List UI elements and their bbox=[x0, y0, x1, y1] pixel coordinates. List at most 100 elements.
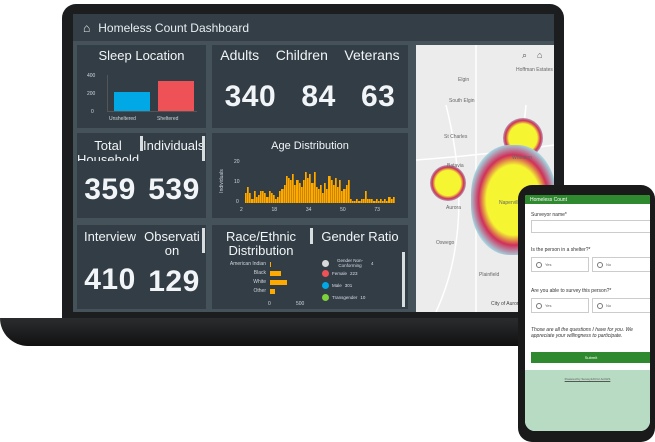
shelter-no-radio[interactable]: No bbox=[592, 257, 650, 272]
sleep-location-panel: Sleep Location 400 200 0 Unsheltered She… bbox=[77, 45, 206, 128]
race-gender-panel: Race/Ethnic Distribution Gender Ratio Am… bbox=[212, 225, 408, 309]
age-bar bbox=[268, 190, 271, 203]
shelter-yes-radio[interactable]: Yes bbox=[531, 257, 589, 272]
footer: Powered by Survey123 for ArcGIS bbox=[525, 370, 650, 431]
children-value: 84 bbox=[301, 80, 336, 113]
scrollbar[interactable] bbox=[140, 136, 143, 151]
households-panel: Total Household Individuals 359 539 bbox=[77, 133, 206, 218]
sleep-bar bbox=[114, 91, 150, 111]
adults-value: 340 bbox=[224, 80, 277, 113]
observation-label: Observation bbox=[144, 230, 200, 258]
adults-label: Adults bbox=[220, 47, 260, 63]
individuals-label: Individuals bbox=[143, 139, 203, 153]
age-bar bbox=[373, 200, 376, 203]
gender-label: Male bbox=[332, 283, 342, 288]
y-axis-label: Individuals bbox=[218, 169, 225, 193]
race-bar bbox=[270, 271, 282, 276]
age-bar bbox=[382, 200, 385, 203]
age-bar bbox=[324, 182, 327, 203]
age-bar bbox=[298, 182, 301, 203]
race-bar bbox=[270, 280, 287, 285]
age-bar bbox=[377, 200, 380, 203]
age-bar bbox=[358, 200, 361, 203]
age-bar bbox=[302, 180, 305, 203]
age-bar bbox=[255, 196, 258, 203]
scrollbar[interactable] bbox=[202, 228, 205, 253]
search-icon[interactable]: ⌕ bbox=[522, 50, 528, 60]
surveyor-name-input[interactable] bbox=[531, 220, 650, 233]
gender-value: 10 bbox=[360, 295, 366, 300]
age-bar bbox=[379, 198, 382, 203]
map-label: South Elgin bbox=[449, 98, 475, 104]
age-bar bbox=[289, 180, 293, 203]
scrollbar[interactable] bbox=[402, 252, 405, 307]
age-bar bbox=[277, 196, 280, 203]
age-bar bbox=[245, 192, 248, 203]
survey-yes-radio[interactable]: Yes bbox=[531, 298, 589, 313]
age-bar bbox=[249, 192, 252, 203]
age-bar bbox=[317, 188, 320, 203]
scrollbar[interactable] bbox=[310, 228, 313, 244]
individuals-value: 539 bbox=[148, 173, 200, 206]
closing-text: Those are all the questions I have for y… bbox=[531, 327, 633, 339]
age-bar bbox=[345, 184, 348, 203]
heat-cluster bbox=[430, 165, 466, 201]
race-title: Race/Ethnic Distribution bbox=[225, 229, 297, 258]
x-tick: 500 bbox=[296, 301, 305, 307]
home-icon[interactable]: ⌂ bbox=[537, 50, 543, 60]
age-bar bbox=[283, 184, 286, 203]
households-value: 359 bbox=[84, 173, 136, 206]
map-label: Hoffman Estates bbox=[516, 67, 553, 73]
veterans-label: Veterans bbox=[344, 47, 400, 63]
age-bar bbox=[307, 178, 310, 203]
gender-value: 4 bbox=[371, 260, 374, 266]
age-bar bbox=[334, 178, 338, 203]
survey-no-radio[interactable]: No bbox=[592, 298, 650, 313]
panel-title: Sleep Location bbox=[98, 48, 185, 63]
map-label: Oswego bbox=[436, 240, 455, 246]
race-label: American Indian bbox=[229, 261, 266, 267]
question-label: Is the person in a shelter?* bbox=[531, 247, 591, 253]
age-bar bbox=[326, 188, 329, 203]
age-bar bbox=[375, 198, 378, 203]
age-bar bbox=[272, 194, 275, 203]
phone-device: Homeless Count Surveyor name* Is the per… bbox=[518, 185, 655, 442]
age-bar bbox=[364, 190, 368, 203]
submit-button[interactable]: Submit bbox=[531, 352, 650, 363]
interview-label: Interview bbox=[83, 229, 137, 244]
interview-value: 410 bbox=[84, 263, 136, 296]
age-bar bbox=[337, 186, 340, 203]
laptop-base bbox=[0, 318, 582, 346]
map-label: Wheaton bbox=[512, 155, 533, 161]
gender-item: Male 301 bbox=[322, 282, 352, 289]
x-tick: 18 bbox=[271, 207, 278, 213]
age-bar bbox=[315, 186, 318, 203]
sleep-bar bbox=[158, 80, 194, 111]
age-bar bbox=[266, 196, 269, 203]
survey-method-panel: Interview Observation 410 129 bbox=[77, 225, 206, 309]
x-tick: 50 bbox=[340, 207, 346, 213]
y-tick: 200 bbox=[87, 91, 96, 97]
race-label: Black bbox=[253, 270, 266, 276]
scrollbar[interactable] bbox=[202, 136, 205, 161]
gender-title: Gender Ratio bbox=[321, 229, 399, 244]
age-bar bbox=[369, 198, 372, 203]
age-bar bbox=[262, 190, 265, 203]
powered-by-link[interactable]: Powered by Survey123 for ArcGIS bbox=[564, 377, 611, 381]
y-tick: 400 bbox=[87, 73, 96, 79]
age-bar bbox=[388, 196, 391, 203]
age-bar bbox=[285, 176, 288, 203]
age-distribution-panel: Age Distribution 20 10 0 Individuals 2 1… bbox=[212, 133, 408, 218]
households-label: Total Household bbox=[77, 139, 139, 161]
age-bar bbox=[332, 184, 335, 203]
survey-header: Homeless Count bbox=[525, 195, 650, 204]
indicators-panel: Adults Children Veterans 340 84 63 bbox=[212, 45, 408, 128]
age-bar bbox=[313, 172, 316, 203]
question-label: Are you able to survey this person?* bbox=[531, 288, 612, 294]
age-bar bbox=[362, 198, 365, 203]
title-bar: ⌂ Homeless Count Dashboard bbox=[73, 14, 554, 41]
age-bar bbox=[343, 188, 346, 203]
age-bar bbox=[294, 184, 297, 203]
race-bar bbox=[270, 262, 272, 267]
age-bar bbox=[257, 194, 260, 203]
